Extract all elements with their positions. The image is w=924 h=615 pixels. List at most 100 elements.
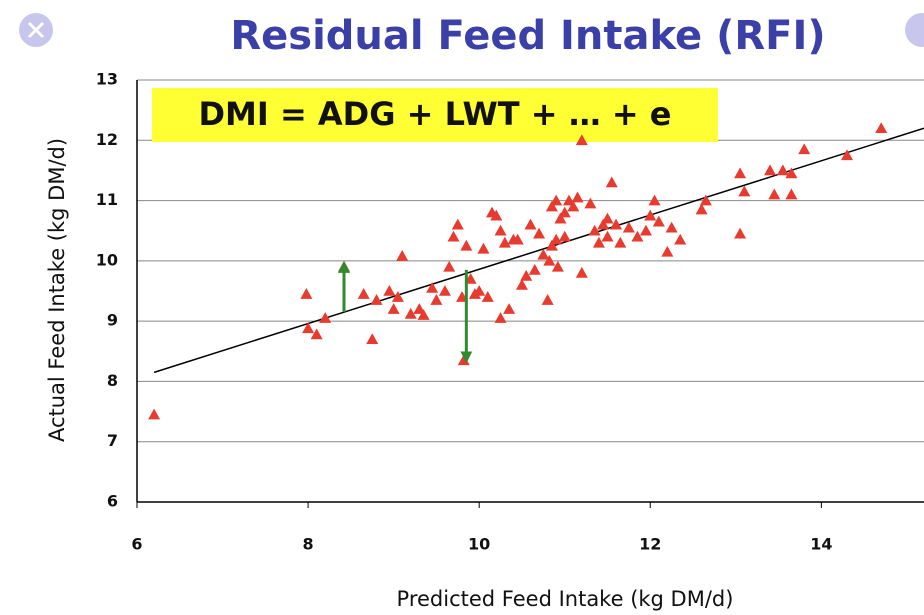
point	[300, 288, 313, 299]
point	[631, 230, 644, 242]
point	[543, 254, 556, 266]
point	[520, 269, 533, 281]
y-tick-label: 7	[107, 431, 118, 450]
point	[438, 285, 451, 296]
point	[610, 218, 623, 230]
point	[302, 322, 315, 334]
point	[648, 194, 661, 206]
point	[477, 242, 490, 254]
point	[661, 245, 674, 257]
point	[387, 303, 400, 314]
y-tick-label: 9	[107, 311, 118, 330]
point	[498, 236, 511, 248]
x-tick-label: 8	[303, 535, 314, 554]
point	[592, 236, 605, 248]
point	[460, 239, 473, 251]
point	[457, 354, 470, 366]
point	[357, 288, 370, 299]
point	[785, 167, 798, 179]
point	[473, 285, 486, 296]
equation: DMI = ADG + LWT + … + e	[198, 95, 671, 133]
point	[396, 250, 409, 261]
point	[528, 263, 541, 275]
point	[764, 164, 777, 176]
point	[391, 291, 404, 302]
point	[562, 194, 575, 206]
point	[310, 328, 323, 340]
point	[652, 215, 665, 227]
point	[443, 260, 456, 272]
point	[551, 260, 564, 272]
point	[665, 221, 678, 233]
point	[776, 164, 789, 176]
x-tick-label: 14	[810, 535, 832, 554]
point	[494, 224, 507, 236]
point	[533, 227, 546, 239]
point	[430, 294, 443, 305]
point	[558, 230, 571, 242]
point	[554, 212, 567, 224]
point	[734, 167, 747, 179]
close-icon[interactable]	[19, 13, 53, 47]
y-tick-label: 10	[96, 250, 118, 269]
point	[584, 197, 597, 209]
chart-title: Residual Feed Intake (RFI)	[230, 13, 825, 59]
point	[447, 230, 460, 242]
point	[319, 312, 332, 323]
point	[370, 294, 383, 305]
point	[413, 303, 426, 314]
point	[734, 227, 747, 239]
point	[614, 236, 627, 248]
point	[798, 143, 811, 155]
point	[699, 194, 712, 206]
point	[383, 285, 396, 296]
x-tick-label: 6	[131, 535, 142, 554]
point	[639, 224, 652, 236]
point	[481, 291, 494, 302]
point	[545, 239, 558, 251]
point	[875, 122, 888, 134]
point	[674, 233, 687, 245]
x-tick-label: 10	[468, 535, 490, 554]
point	[575, 266, 588, 278]
point	[597, 218, 610, 230]
point	[524, 218, 537, 230]
point	[768, 188, 781, 200]
point	[404, 307, 417, 319]
point	[451, 218, 464, 230]
point	[550, 233, 563, 245]
point	[571, 191, 584, 203]
point	[515, 278, 528, 290]
point	[148, 408, 161, 420]
fit-line	[153, 127, 924, 374]
grid	[137, 79, 924, 503]
point	[575, 134, 588, 146]
y-tick-label: 13	[96, 70, 118, 89]
point	[622, 221, 635, 233]
point	[550, 194, 563, 206]
point	[644, 209, 657, 221]
x-tick-label: 12	[639, 535, 661, 554]
point	[541, 294, 554, 305]
point	[537, 248, 550, 260]
point	[511, 233, 524, 245]
y-tick-label: 11	[96, 190, 118, 209]
point	[545, 200, 558, 212]
point	[841, 149, 854, 161]
close-icon[interactable]	[905, 13, 924, 47]
point	[426, 281, 439, 293]
y-axis-label: Actual Feed Intake (kg DM/d)	[45, 138, 69, 442]
point	[558, 206, 571, 218]
y-tick-label: 6	[107, 492, 118, 511]
point	[605, 176, 618, 188]
point	[785, 188, 798, 200]
y-tick-label: 8	[107, 371, 118, 390]
point	[366, 333, 379, 345]
x-axis-label: Predicted Feed Intake (kg DM/d)	[397, 587, 734, 611]
point	[567, 200, 580, 212]
point	[738, 185, 751, 197]
point	[601, 230, 614, 242]
point	[494, 312, 507, 323]
